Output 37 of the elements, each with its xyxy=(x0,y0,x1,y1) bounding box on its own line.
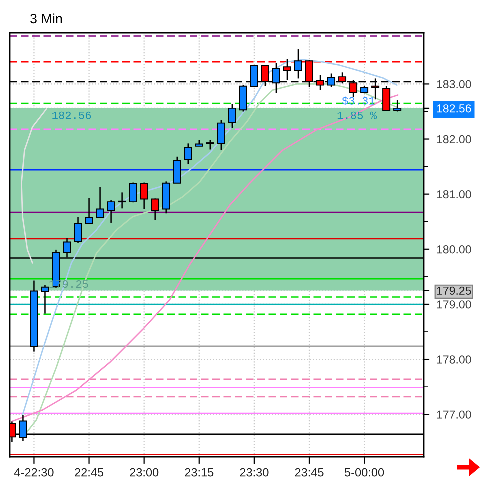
x-tick-label: 5-00:00 xyxy=(344,468,384,477)
candlestick xyxy=(217,119,226,151)
annotation: 182.56 xyxy=(52,112,92,120)
candlestick xyxy=(228,103,236,129)
y-tick-label: 177.00 xyxy=(437,410,472,419)
y-tick-label: 182.56 xyxy=(437,104,472,113)
x-tick-label: 23:30 xyxy=(240,468,269,477)
y-tick-label: 179.00 xyxy=(437,300,472,309)
candlestick xyxy=(85,198,94,225)
candlestick xyxy=(41,284,50,314)
y-tick-label: 179.25 xyxy=(437,286,472,295)
candlestick xyxy=(151,198,160,221)
line-series xyxy=(20,108,48,264)
candlestick xyxy=(239,84,248,112)
candlestick xyxy=(294,48,302,80)
candlestick xyxy=(74,216,82,244)
chart-title: 3 Min xyxy=(30,14,62,24)
x-tick-label: 4-22:30 xyxy=(14,468,54,477)
x-tick-label: 23:45 xyxy=(295,468,324,477)
candlestick xyxy=(394,100,402,112)
y-tick-label: 180.00 xyxy=(437,246,472,254)
x-tick-label: 22:45 xyxy=(75,468,104,477)
y-tick-label: 181.00 xyxy=(437,190,472,199)
y-tick-label: 182.00 xyxy=(437,135,472,144)
candlestick xyxy=(184,143,192,165)
candlestick xyxy=(173,156,182,184)
y-tick-label: 183.00 xyxy=(437,80,472,88)
candlestick xyxy=(96,186,104,219)
y-tick-label: 178.00 xyxy=(437,356,472,364)
candlestick xyxy=(118,192,126,210)
x-tick-label: 23:15 xyxy=(185,468,214,477)
candlestick xyxy=(206,140,214,150)
x-tick-label: 23:00 xyxy=(130,468,159,477)
candlestick xyxy=(129,182,138,204)
candlestick xyxy=(382,86,391,112)
candlestick xyxy=(107,200,116,224)
candlestick xyxy=(140,182,148,210)
